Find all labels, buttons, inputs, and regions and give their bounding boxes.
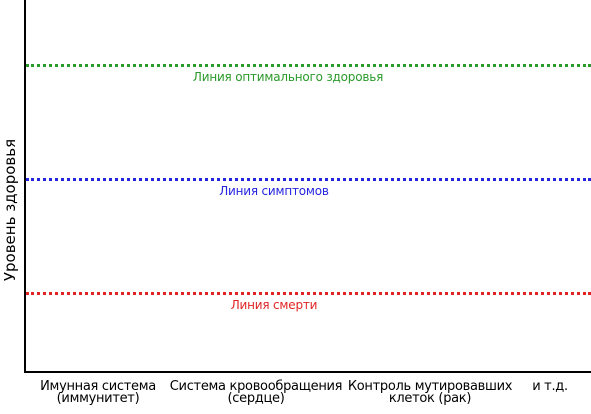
optimal-health-line bbox=[26, 64, 591, 67]
optimal-health-label: Линия оптимального здоровья bbox=[192, 70, 384, 84]
category-line2: (иммунитет) bbox=[56, 391, 140, 406]
y-axis-label: Уровень здоровья bbox=[1, 138, 19, 282]
symptoms-label: Линия симптомов bbox=[219, 184, 329, 198]
category-line1: Имунная система bbox=[40, 379, 156, 394]
category-line1: Контроль мутировавших bbox=[347, 379, 513, 394]
category-mutated-cells-control: Контроль мутировавших клеток (рак) bbox=[347, 379, 513, 406]
category-line1: и т.д. bbox=[532, 379, 568, 394]
y-axis bbox=[24, 0, 26, 373]
death-line bbox=[26, 292, 591, 295]
x-axis bbox=[24, 371, 591, 373]
category-line1: Система кровообращения bbox=[169, 379, 343, 394]
category-line2: (сердце) bbox=[227, 391, 285, 406]
category-circulatory-system: Система кровообращения (сердце) bbox=[169, 379, 343, 406]
death-label: Линия смерти bbox=[230, 298, 318, 312]
category-etc: и т.д. bbox=[532, 379, 568, 394]
category-immune-system: Имунная система (иммунитет) bbox=[40, 379, 156, 406]
category-line2: клеток (рак) bbox=[388, 391, 472, 406]
symptoms-line bbox=[26, 178, 591, 181]
